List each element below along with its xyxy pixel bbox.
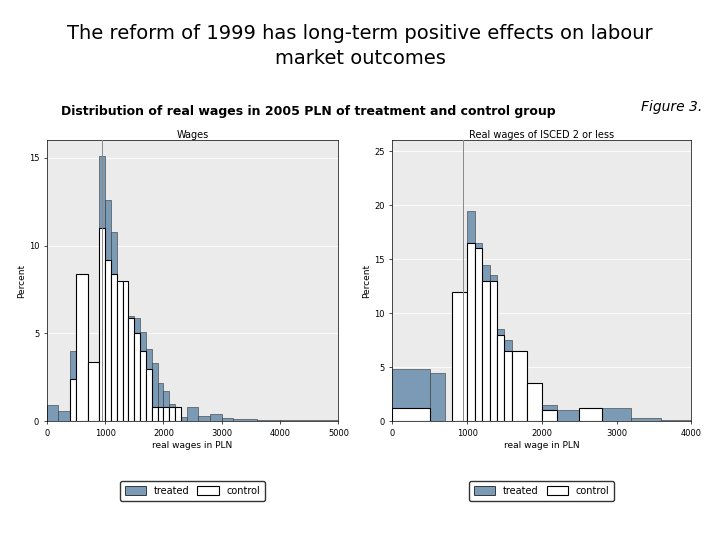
Bar — [152, 407, 158, 421]
Bar — [122, 281, 128, 421]
Bar — [158, 382, 163, 421]
Title: Real wages of ISCED 2 or less: Real wages of ISCED 2 or less — [469, 130, 614, 140]
Bar — [175, 413, 181, 421]
Bar — [163, 392, 169, 421]
Bar — [392, 369, 430, 421]
Bar — [105, 200, 111, 421]
Bar — [117, 281, 122, 421]
Bar — [497, 335, 505, 421]
Bar — [117, 281, 122, 421]
Bar — [222, 418, 233, 421]
Bar — [181, 417, 186, 421]
Bar — [467, 211, 474, 421]
Bar — [186, 407, 199, 421]
Bar — [135, 333, 140, 421]
Bar — [280, 420, 338, 421]
Legend: treated, control: treated, control — [120, 481, 265, 501]
Bar — [474, 243, 482, 421]
Bar — [111, 232, 117, 421]
Text: The reform of 1999 has long-term positive effects on labour
market outcomes: The reform of 1999 has long-term positiv… — [67, 24, 653, 68]
X-axis label: real wage in PLN: real wage in PLN — [504, 441, 580, 450]
Bar — [505, 340, 512, 421]
X-axis label: real wages in PLN: real wages in PLN — [153, 441, 233, 450]
Bar — [392, 408, 430, 421]
Bar — [452, 297, 467, 421]
Y-axis label: Percent: Percent — [362, 264, 372, 298]
Bar — [541, 405, 557, 421]
Bar — [512, 351, 527, 421]
Bar — [541, 410, 557, 421]
Bar — [430, 373, 445, 421]
Bar — [47, 406, 58, 421]
Bar — [452, 292, 467, 421]
Bar — [58, 410, 70, 421]
Y-axis label: Percent: Percent — [17, 264, 26, 298]
Bar — [88, 362, 99, 421]
Bar — [76, 274, 88, 421]
Bar — [146, 368, 152, 421]
Bar — [158, 407, 163, 421]
Bar — [512, 351, 527, 421]
Bar — [233, 420, 257, 421]
Bar — [146, 349, 152, 421]
Bar — [70, 379, 76, 421]
Bar — [140, 351, 146, 421]
Bar — [99, 228, 105, 421]
Bar — [557, 410, 579, 421]
Bar — [169, 407, 175, 421]
Bar — [99, 156, 105, 421]
Bar — [210, 414, 222, 421]
Bar — [490, 281, 497, 421]
Title: Wages: Wages — [176, 130, 209, 140]
Bar — [579, 408, 601, 421]
Bar — [467, 243, 474, 421]
Bar — [140, 332, 146, 421]
Bar — [482, 265, 490, 421]
Bar — [163, 407, 169, 421]
Bar — [128, 316, 134, 421]
Bar — [76, 330, 88, 421]
Bar — [579, 416, 601, 421]
Bar — [661, 420, 691, 421]
Bar — [111, 274, 117, 421]
Bar — [135, 318, 140, 421]
Text: Distribution of real wages in 2005 PLN of treatment and control group: Distribution of real wages in 2005 PLN o… — [61, 105, 556, 118]
Bar — [490, 275, 497, 421]
Bar — [631, 418, 661, 421]
Bar — [175, 407, 181, 421]
Bar — [122, 281, 128, 421]
Bar — [152, 363, 158, 421]
Bar — [169, 404, 175, 421]
Bar — [497, 329, 505, 421]
Legend: treated, control: treated, control — [469, 481, 614, 501]
Bar — [527, 394, 541, 421]
Bar — [474, 248, 482, 421]
Bar — [105, 260, 111, 421]
Bar — [88, 365, 99, 421]
Text: Figure 3.: Figure 3. — [641, 100, 702, 114]
Bar — [601, 408, 631, 421]
Bar — [128, 318, 134, 421]
Bar — [527, 383, 541, 421]
Bar — [257, 420, 280, 421]
Bar — [199, 416, 210, 421]
Bar — [70, 351, 76, 421]
Bar — [505, 351, 512, 421]
Bar — [482, 281, 490, 421]
